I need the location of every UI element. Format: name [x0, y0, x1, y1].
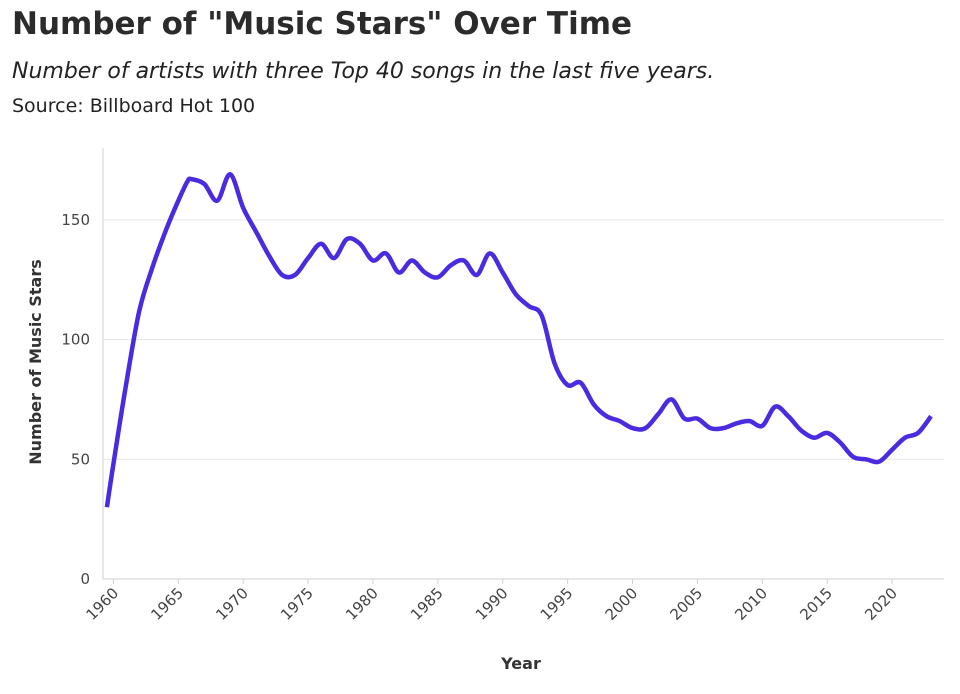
- x-tick-label: 1970: [212, 584, 252, 624]
- x-tick-label: 1995: [537, 584, 577, 624]
- chart-subtitle: Number of artists with three Top 40 song…: [12, 59, 715, 84]
- y-tick-label: 150: [61, 211, 90, 229]
- y-tick-label: 100: [61, 331, 90, 349]
- y-tick-label: 50: [71, 450, 90, 468]
- x-tick-label: 1960: [82, 584, 122, 624]
- x-tick-label: 1990: [472, 584, 512, 624]
- x-axis-label: Year: [500, 654, 541, 673]
- x-tick-label: 1980: [342, 584, 382, 624]
- x-tick-label: 1975: [277, 584, 317, 624]
- x-tick-label: 2020: [861, 584, 901, 624]
- chart-title: Number of "Music Stars" Over Time: [12, 6, 633, 42]
- x-tick-label: 2015: [796, 584, 836, 624]
- y-tick-label: 0: [80, 570, 90, 588]
- y-tick-labels: 0 50 100 150: [61, 211, 90, 588]
- series-layer: [104, 172, 933, 508]
- series-line-0: [104, 172, 933, 508]
- x-tick-label: 1965: [147, 584, 187, 624]
- x-tick-label: 1985: [407, 584, 447, 624]
- x-tick-labels: 1960 1965 1970 1975 1980 1985 1990 1995 2000 2005…: [82, 584, 900, 624]
- chart-source: Source: Billboard Hot 100: [12, 95, 256, 117]
- x-tick-label: 2000: [602, 584, 642, 624]
- x-tick-label: 2010: [731, 584, 771, 624]
- y-axis-label: Number of Music Stars: [26, 259, 45, 465]
- gridlines: [103, 219, 944, 460]
- axes: [102, 148, 944, 584]
- x-tick-label: 2005: [667, 584, 707, 624]
